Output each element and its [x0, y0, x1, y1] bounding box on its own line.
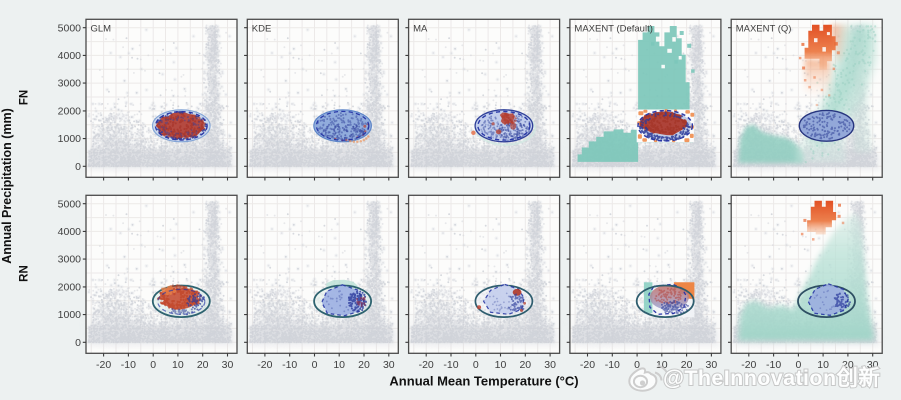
svg-text:MAXENT (Default): MAXENT (Default): [574, 24, 652, 35]
svg-text:4000: 4000: [58, 50, 82, 62]
svg-text:2000: 2000: [58, 106, 82, 118]
svg-text:-10: -10: [443, 359, 458, 371]
svg-text:0: 0: [312, 359, 318, 371]
svg-text:-10: -10: [605, 359, 620, 371]
svg-text:-20: -20: [580, 359, 595, 371]
svg-text:-20: -20: [741, 359, 756, 371]
svg-text:Annual Precipitation (mm): Annual Precipitation (mm): [0, 108, 14, 264]
svg-text:10: 10: [656, 359, 668, 371]
svg-text:10: 10: [333, 359, 345, 371]
svg-text:GLM: GLM: [91, 24, 112, 35]
svg-text:1000: 1000: [58, 309, 82, 321]
svg-text:-10: -10: [282, 359, 297, 371]
svg-text:Annual Mean Temperature (°C): Annual Mean Temperature (°C): [389, 374, 578, 389]
svg-text:-20: -20: [96, 359, 111, 371]
svg-text:@TheInnovation创新: @TheInnovation创新: [663, 365, 880, 390]
svg-text:10: 10: [172, 359, 184, 371]
svg-text:MAXENT (Q): MAXENT (Q): [736, 24, 792, 35]
svg-text:20: 20: [197, 359, 209, 371]
svg-text:30: 30: [544, 359, 556, 371]
svg-text:20: 20: [842, 359, 854, 371]
svg-text:3000: 3000: [58, 78, 82, 90]
svg-text:0: 0: [150, 359, 156, 371]
svg-text:3000: 3000: [58, 254, 82, 266]
svg-text:5000: 5000: [58, 22, 82, 34]
svg-text:-20: -20: [257, 359, 272, 371]
svg-text:0: 0: [473, 359, 479, 371]
svg-text:1000: 1000: [58, 133, 82, 145]
svg-text:0: 0: [75, 337, 81, 349]
svg-text:10: 10: [817, 359, 829, 371]
svg-text:FN: FN: [19, 90, 31, 105]
svg-text:0: 0: [634, 359, 640, 371]
svg-text:30: 30: [222, 359, 234, 371]
svg-text:5000: 5000: [58, 198, 82, 210]
svg-text:-10: -10: [121, 359, 136, 371]
svg-text:0: 0: [795, 359, 801, 371]
svg-text:2000: 2000: [58, 282, 82, 294]
svg-text:20: 20: [358, 359, 370, 371]
svg-text:4000: 4000: [58, 226, 82, 238]
svg-text:-10: -10: [766, 359, 781, 371]
svg-text:20: 20: [519, 359, 531, 371]
svg-text:10: 10: [495, 359, 507, 371]
svg-text:KDE: KDE: [252, 24, 272, 35]
svg-text:0: 0: [75, 161, 81, 173]
svg-text:30: 30: [706, 359, 718, 371]
svg-text:-20: -20: [419, 359, 434, 371]
svg-text:MA: MA: [413, 24, 428, 35]
svg-text:30: 30: [867, 359, 879, 371]
svg-text:30: 30: [383, 359, 395, 371]
svg-text:RN: RN: [19, 265, 31, 282]
svg-text:20: 20: [681, 359, 693, 371]
